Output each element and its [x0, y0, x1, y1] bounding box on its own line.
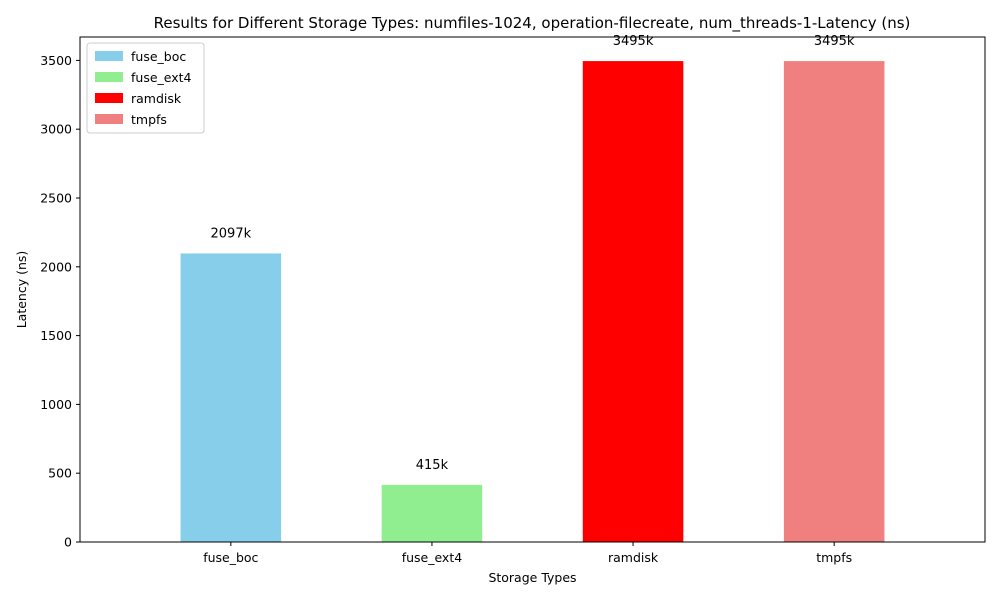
- y-tick-label: 2500: [40, 190, 72, 205]
- data-label-ramdisk: 3495k: [613, 34, 654, 49]
- y-tick-label: 1500: [40, 328, 72, 343]
- x-tick-label-fuse_ext4: fuse_ext4: [402, 550, 463, 565]
- data-label-fuse_boc: 2097k: [211, 226, 252, 241]
- y-tick-label: 1000: [40, 397, 72, 412]
- data-label-fuse_ext4: 415k: [416, 458, 449, 473]
- bar-tmpfs: [783, 61, 885, 542]
- legend-swatch-ramdisk: [95, 93, 123, 103]
- y-tick-label: 500: [48, 466, 72, 481]
- y-axis: 0 500 1000 1500 2000 2500 3000 3500: [40, 53, 80, 550]
- x-axis-label: Storage Types: [488, 570, 576, 585]
- legend-swatch-fuse_ext4: [95, 72, 123, 82]
- x-tick-label-ramdisk: ramdisk: [608, 550, 659, 565]
- x-axis: fuse_boc fuse_ext4 ramdisk tmpfs: [203, 542, 852, 565]
- bar-ramdisk: [582, 61, 684, 542]
- legend-label-tmpfs: tmpfs: [131, 112, 167, 127]
- x-tick-label-tmpfs: tmpfs: [816, 550, 852, 565]
- legend-label-ramdisk: ramdisk: [131, 91, 182, 106]
- legend-label-fuse_ext4: fuse_ext4: [131, 70, 192, 85]
- data-label-tmpfs: 3495k: [814, 34, 855, 49]
- data-labels-group: 2097k 415k 3495k 3495k: [211, 34, 855, 473]
- plot-frame: [79, 36, 986, 543]
- chart-title: Results for Different Storage Types: num…: [154, 14, 911, 33]
- y-tick-label: 0: [64, 535, 72, 550]
- y-tick-label: 3500: [40, 53, 72, 68]
- legend-box: [86, 42, 205, 134]
- y-tick-label: 2000: [40, 259, 72, 274]
- bars-group: [180, 61, 885, 542]
- bar-fuse_ext4: [381, 484, 483, 542]
- x-tick-label-fuse_boc: fuse_boc: [203, 550, 258, 565]
- bar-fuse_boc: [180, 253, 282, 542]
- legend-swatch-tmpfs: [95, 114, 123, 124]
- legend-label-fuse_boc: fuse_boc: [131, 49, 186, 64]
- legend-swatch-fuse_boc: [95, 51, 123, 61]
- y-axis-label: Latency (ns): [14, 251, 29, 329]
- y-tick-label: 3000: [40, 122, 72, 137]
